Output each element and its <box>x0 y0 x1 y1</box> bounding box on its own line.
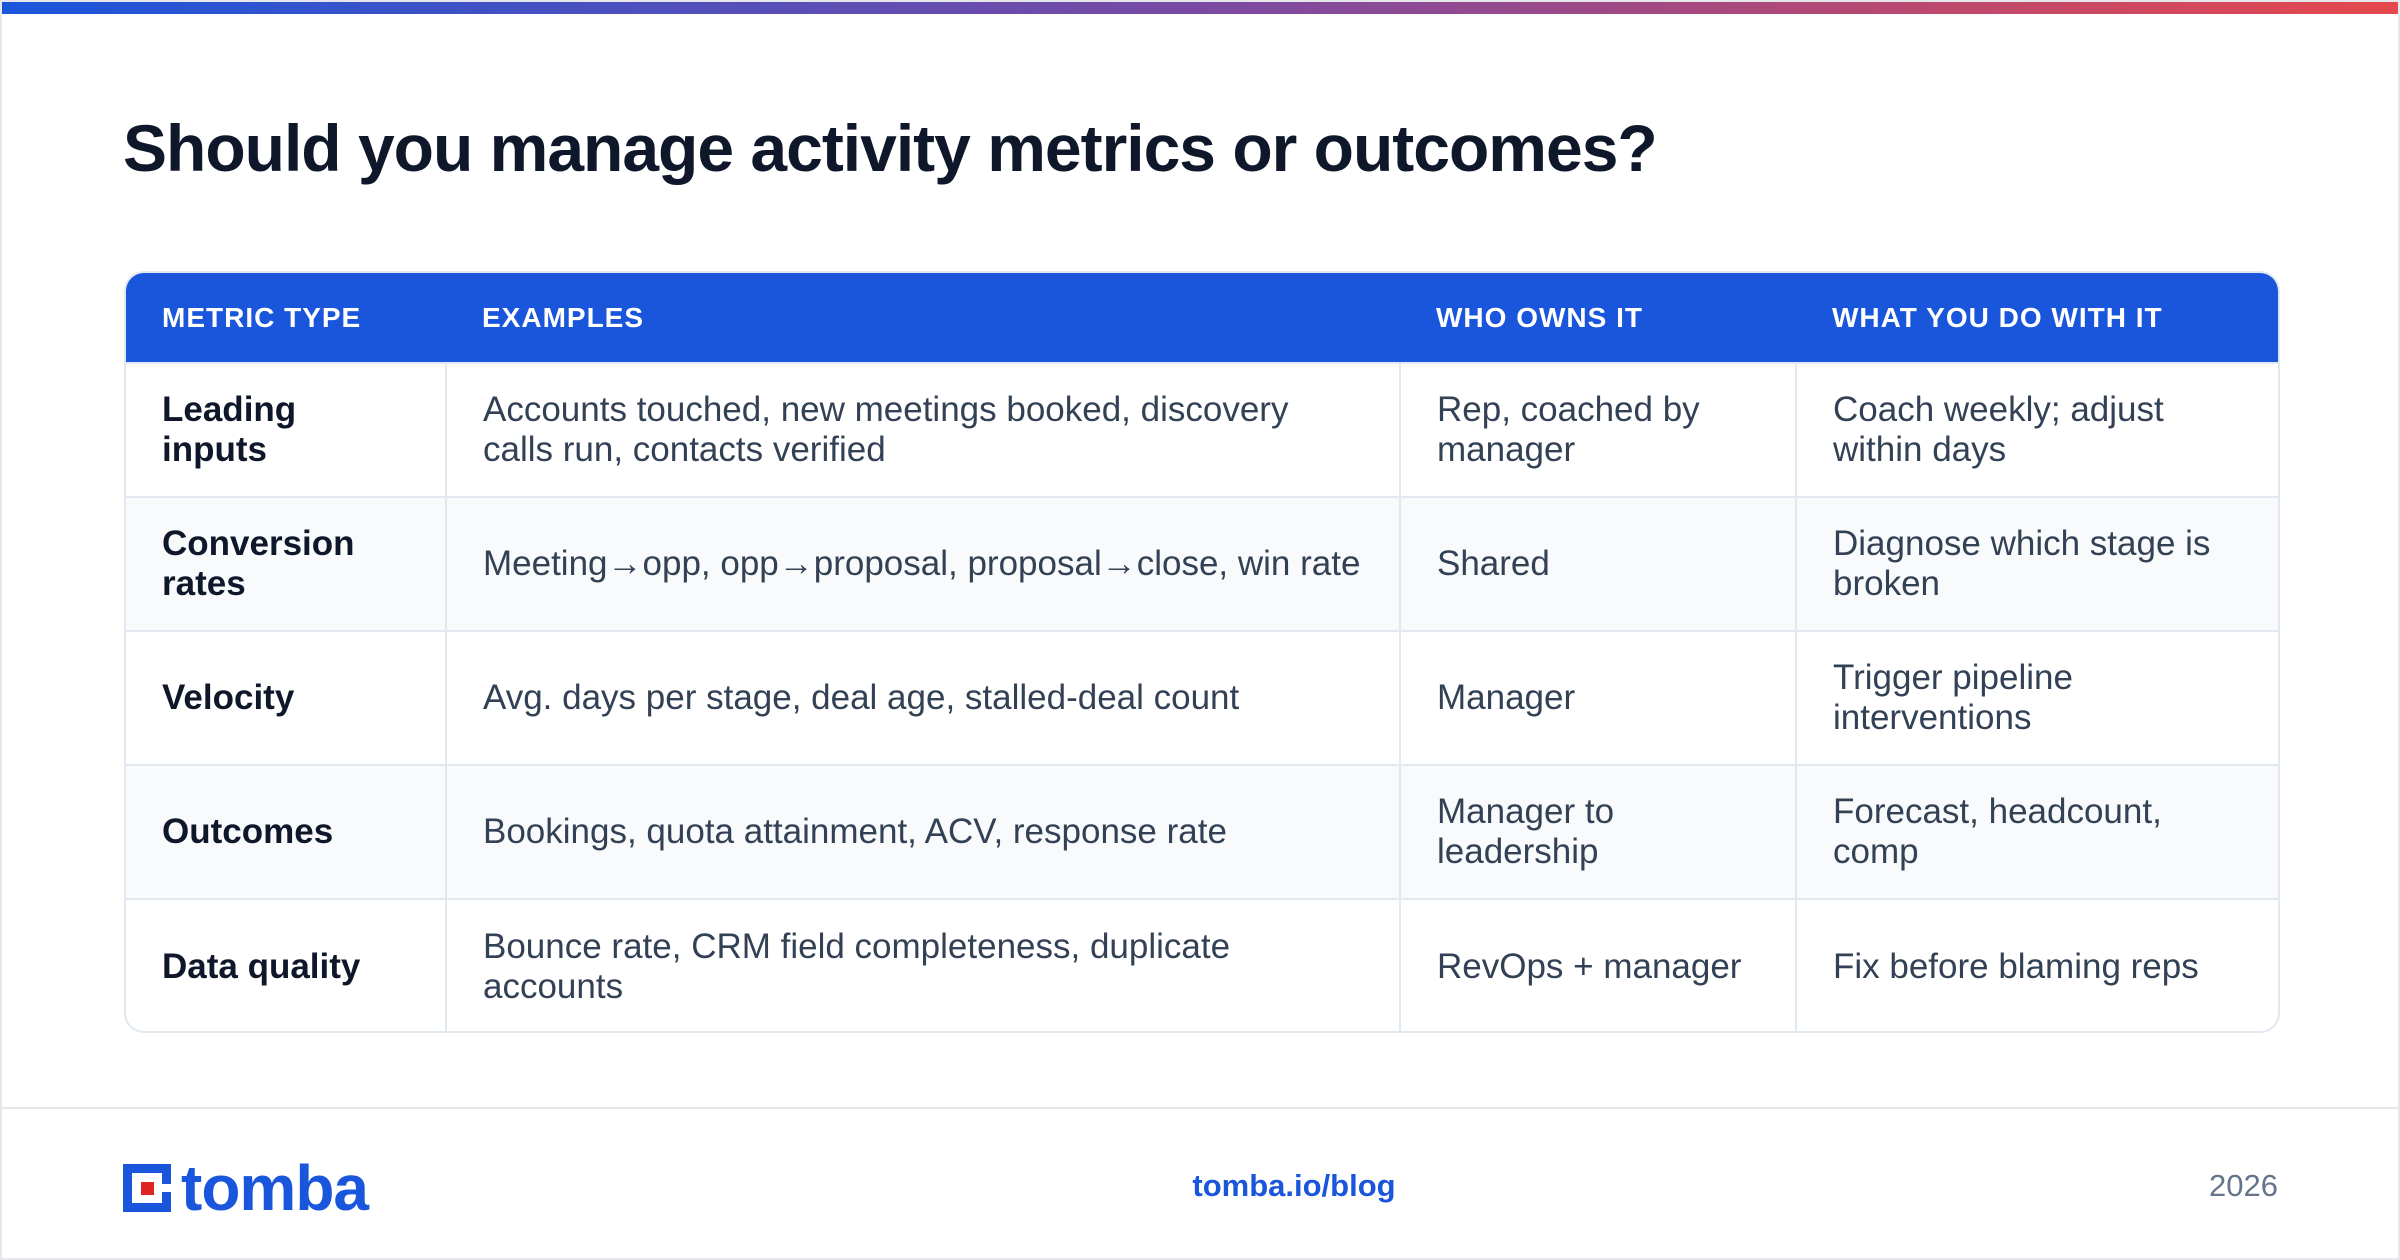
tomba-logo-icon <box>123 1164 171 1212</box>
metric-type-cell: Outcomes <box>126 764 446 899</box>
header-who-owns-it: WHO OWNS IT <box>1436 301 1643 333</box>
action-cell: Trigger pipeline interventions <box>1795 630 2278 765</box>
owner-cell: Manager to leadership <box>1399 764 1796 899</box>
page-title: Should you manage activity metrics or ou… <box>123 111 1658 185</box>
logo-wordmark: tomba <box>181 1152 369 1224</box>
action-cell: Fix before blaming reps <box>1795 898 2278 1031</box>
metric-type-cell: Data quality <box>126 898 446 1031</box>
table-header-row: METRIC TYPE EXAMPLES WHO OWNS IT WHAT YO… <box>126 273 2278 363</box>
table-row: Outcomes Bookings, quota attainment, ACV… <box>126 764 2278 899</box>
table-row: Leading inputs Accounts touched, new mee… <box>126 362 2278 497</box>
examples-cell: Avg. days per stage, deal age, stalled-d… <box>445 630 1400 765</box>
top-accent-bar <box>2 2 2398 14</box>
action-cell: Diagnose which stage is broken <box>1795 496 2278 631</box>
header-what-you-do: WHAT YOU DO WITH IT <box>1832 301 2163 333</box>
owner-cell: Rep, coached by manager <box>1399 362 1796 497</box>
examples-cell: Accounts touched, new meetings booked, d… <box>445 362 1400 497</box>
action-cell: Coach weekly; adjust within days <box>1795 362 2278 497</box>
metric-type-cell: Conversion rates <box>126 496 446 631</box>
table-row: Velocity Avg. days per stage, deal age, … <box>126 630 2278 765</box>
metric-type-cell: Leading inputs <box>126 362 446 497</box>
metrics-table: METRIC TYPE EXAMPLES WHO OWNS IT WHAT YO… <box>124 271 2280 1033</box>
owner-cell: Shared <box>1399 496 1796 631</box>
header-examples: EXAMPLES <box>482 301 645 333</box>
blog-link[interactable]: tomba.io/blog <box>1192 1168 1396 1203</box>
table-row: Conversion rates Meeting→opp, opp→propos… <box>126 496 2278 631</box>
action-cell: Forecast, headcount, comp <box>1795 764 2278 899</box>
table-row: Data quality Bounce rate, CRM field comp… <box>126 898 2278 1031</box>
header-metric-type: METRIC TYPE <box>162 301 362 333</box>
metric-type-cell: Velocity <box>126 630 446 765</box>
examples-cell: Meeting→opp, opp→proposal, proposal→clos… <box>445 496 1400 631</box>
owner-cell: Manager <box>1399 630 1796 765</box>
examples-cell: Bookings, quota attainment, ACV, respons… <box>445 764 1400 899</box>
examples-cell: Bounce rate, CRM field completeness, dup… <box>445 898 1400 1031</box>
footer-year: 2026 <box>2209 1168 2278 1203</box>
owner-cell: RevOps + manager <box>1399 898 1796 1031</box>
footer-divider <box>2 1107 2398 1109</box>
tomba-logo[interactable]: tomba <box>123 1152 369 1224</box>
